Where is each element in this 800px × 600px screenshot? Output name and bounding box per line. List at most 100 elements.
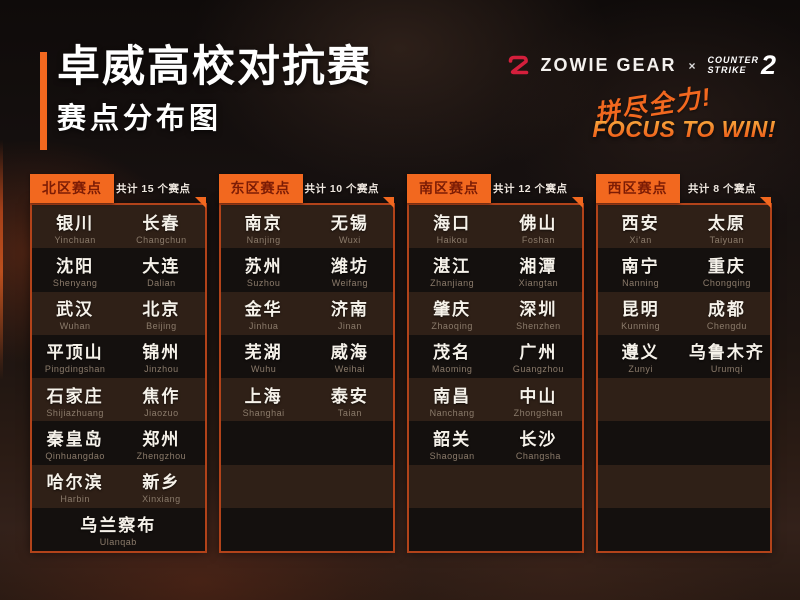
city-name: 济南 — [330, 300, 369, 320]
cs-word-strike: STRIKE — [707, 64, 747, 75]
empty-stripe — [409, 507, 582, 551]
region-header: 北区赛点 共计 15 个赛点 — [30, 174, 207, 208]
city-name: 湛江 — [433, 256, 472, 276]
city-cell: 郑州 Zhengzhou — [118, 425, 204, 461]
city-name: 长沙 — [519, 429, 558, 449]
cs-wordmark: COUNTER STRIKE — [707, 55, 759, 75]
city-cell: 平顶山 Pingdingshan — [32, 338, 118, 374]
city-name: 成都 — [707, 300, 746, 320]
city-row: 西安 Xi'an 太原 Taiyuan — [597, 205, 770, 249]
city-pinyin: Chengdu — [706, 321, 747, 332]
cs-word-counter: COUNTER — [707, 55, 759, 66]
city-name: 沈阳 — [56, 256, 95, 276]
city-pinyin: Taian — [337, 407, 362, 418]
left-edge-glow — [0, 140, 3, 380]
city-row: 芜湖 Wuhu 威海 Weihai — [220, 334, 393, 378]
zowie-wordmark: ZOWIE GEAR — [540, 55, 677, 75]
city-cell: 威海 Weihai — [307, 338, 393, 374]
empty-stripe — [597, 421, 770, 465]
city-name: 金华 — [244, 300, 283, 320]
city-pinyin: Zhaoqing — [431, 321, 473, 332]
city-pinyin: Guangzhou — [512, 364, 564, 375]
city-cell: 乌鲁木齐 Urumqi — [684, 338, 770, 374]
city-cell: 上海 Shanghai — [221, 382, 307, 418]
city-pinyin: Shenzhen — [516, 321, 561, 332]
city-cell: 哈尔滨 Harbin — [32, 468, 118, 504]
city-cell: 成都 Chengdu — [684, 295, 770, 331]
city-row: 南昌 Nanchang 中山 Zhongshan — [409, 378, 582, 422]
region-panel: 西区赛点 共计 8 个赛点 西安 Xi'an 太原 Taiyuan 南宁 Nanning 重… — [595, 174, 772, 553]
empty-stripe — [597, 464, 770, 508]
city-cell: 秦皇岛 Qinhuangdao — [32, 425, 118, 461]
region-body: 西安 Xi'an 太原 Taiyuan 南宁 Nanning 重庆 Chongqing 昆明 Ku… — [595, 203, 772, 553]
city-name: 海口 — [433, 213, 472, 233]
city-name: 南宁 — [621, 256, 660, 276]
city-name: 西安 — [621, 213, 660, 233]
city-pinyin: Maoming — [431, 364, 473, 375]
city-cell: 长沙 Changsha — [495, 425, 581, 461]
city-pinyin: Zhanjiang — [430, 277, 475, 288]
city-name: 无锡 — [330, 213, 369, 233]
city-cell: 济南 Jinan — [307, 295, 393, 331]
city-pinyin: Xi'an — [629, 234, 652, 245]
city-pinyin: Jiaozuo — [144, 407, 179, 418]
city-cell: 沈阳 Shenyang — [32, 252, 118, 288]
city-name: 苏州 — [244, 256, 283, 276]
city-pinyin: Yinchuan — [54, 234, 96, 245]
city-cell: 湘潭 Xiangtan — [495, 252, 581, 288]
region-header: 南区赛点 共计 12 个赛点 — [407, 174, 584, 208]
city-cell: 太原 Taiyuan — [684, 209, 770, 245]
city-row: 遵义 Zunyi 乌鲁木齐 Urumqi — [597, 334, 770, 378]
city-cell: 石家庄 Shijiazhuang — [32, 382, 118, 418]
city-cell: 新乡 Xinxiang — [118, 468, 204, 504]
region-count: 共计 8 个赛点 — [687, 183, 756, 195]
brand-row: ZOWIE GEAR × COUNTER STRIKE 2 — [506, 52, 776, 79]
city-pinyin: Ulanqab — [99, 537, 137, 548]
city-cell: 芜湖 Wuhu — [221, 338, 307, 374]
city-name: 太原 — [707, 213, 746, 233]
city-cell: 广州 Guangzhou — [495, 338, 581, 374]
city-pinyin: Dalian — [147, 277, 176, 288]
city-name: 南京 — [244, 213, 283, 233]
city-name: 秦皇岛 — [46, 429, 104, 449]
region-panel: 北区赛点 共计 15 个赛点 银川 Yinchuan 长春 Changchun 沈阳 Sh… — [30, 174, 207, 553]
city-pinyin: Zunyi — [628, 364, 653, 375]
city-name: 昆明 — [621, 300, 660, 320]
city-cell: 乌兰察布 Ulanqab — [32, 511, 205, 547]
city-name: 石家庄 — [46, 386, 104, 406]
city-pinyin: Nanjing — [246, 234, 281, 245]
empty-stripe — [220, 464, 393, 508]
city-name: 茂名 — [433, 343, 472, 363]
city-cell: 潍坊 Weifang — [307, 252, 393, 288]
city-pinyin: Taiyuan — [709, 234, 745, 245]
city-name: 郑州 — [142, 429, 181, 449]
slogan-english: FOCUS TO WIN! — [592, 116, 776, 142]
region-body: 银川 Yinchuan 长春 Changchun 沈阳 Shenyang 大连 Dalian 武… — [30, 203, 207, 553]
empty-stripe — [220, 421, 393, 465]
city-pinyin: Kunming — [621, 321, 661, 332]
city-pinyin: Beijing — [146, 321, 177, 332]
city-name: 哈尔滨 — [46, 473, 104, 493]
city-cell: 中山 Zhongshan — [495, 382, 581, 418]
city-pinyin: Urumqi — [710, 364, 743, 375]
city-cell: 南京 Nanjing — [221, 209, 307, 245]
region-body: 海口 Haikou 佛山 Foshan 湛江 Zhanjiang 湘潭 Xiangtan 肇庆 Z… — [407, 203, 584, 553]
city-pinyin: Pingdingshan — [44, 364, 106, 375]
page-title: 卓威高校对抗赛 — [57, 43, 372, 91]
city-row: 秦皇岛 Qinhuangdao 郑州 Zhengzhou — [32, 421, 205, 465]
city-row: 武汉 Wuhan 北京 Beijing — [32, 291, 205, 335]
city-pinyin: Xiangtan — [518, 277, 559, 288]
city-pinyin: Wuxi — [338, 234, 361, 245]
city-cell: 泰安 Taian — [307, 382, 393, 418]
city-pinyin: Chongqing — [702, 277, 751, 288]
city-cell: 焦作 Jiaozuo — [118, 382, 204, 418]
city-cell: 长春 Changchun — [118, 209, 204, 245]
city-row: 湛江 Zhanjiang 湘潭 Xiangtan — [409, 248, 582, 292]
city-cell: 韶关 Shaoguan — [409, 425, 495, 461]
city-cell: 大连 Dalian — [118, 252, 204, 288]
empty-stripe — [409, 464, 582, 508]
city-row: 平顶山 Pingdingshan 锦州 Jinzhou — [32, 334, 205, 378]
city-name: 武汉 — [56, 300, 95, 320]
city-pinyin: Changchun — [136, 234, 187, 245]
